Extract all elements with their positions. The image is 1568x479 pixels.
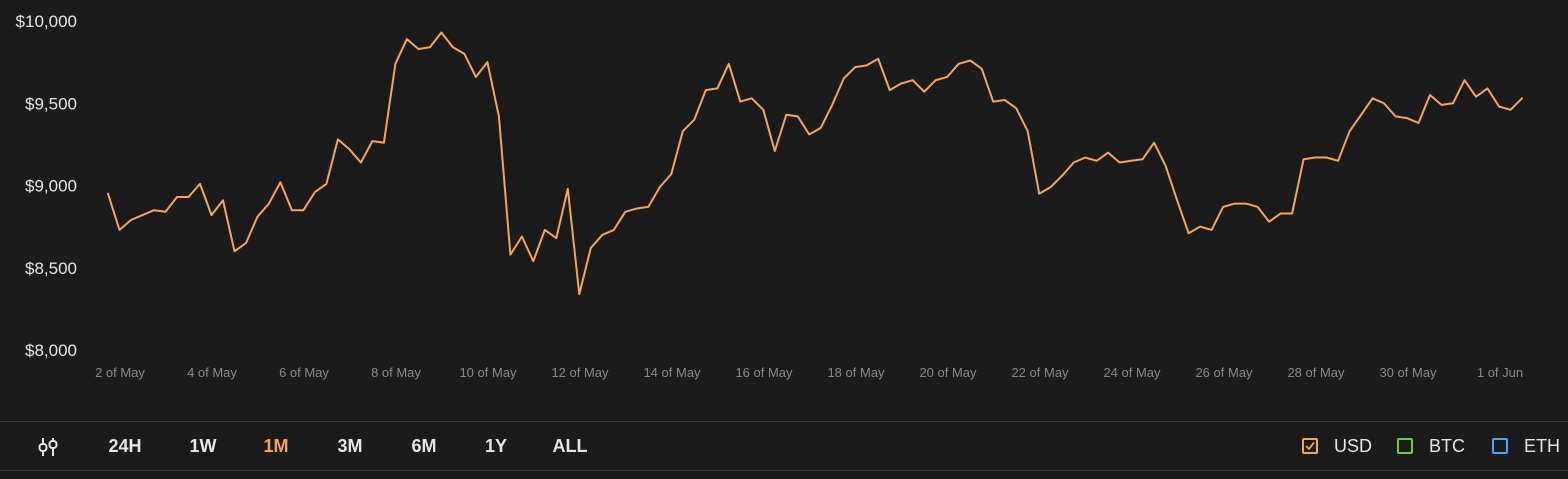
chart-settings-icon[interactable]: [36, 435, 60, 459]
x-tick-label: 1 of Jun: [1477, 365, 1523, 380]
y-tick-label: $9,500: [25, 94, 77, 113]
range-3m-button[interactable]: 3M: [337, 436, 363, 456]
x-tick-label: 8 of May: [371, 365, 421, 380]
currency-toggle-btc[interactable]: BTC: [1397, 422, 1465, 470]
x-tick-label: 18 of May: [827, 365, 885, 380]
x-tick-label: 10 of May: [459, 365, 517, 380]
range-1y-button[interactable]: 1Y: [484, 436, 508, 456]
range-24h-button[interactable]: 24H: [108, 436, 142, 456]
range-all-button[interactable]: ALL: [552, 436, 588, 456]
y-tick-label: $8,000: [25, 341, 77, 360]
x-tick-label: 6 of May: [279, 365, 329, 380]
x-tick-label: 4 of May: [187, 365, 237, 380]
price-chart: $8,000 $8,500 $9,000 $9,500 $10,000 2 of May 4…: [16, 12, 1524, 380]
price-series-line: [107, 31, 1523, 296]
x-tick-label: 16 of May: [735, 365, 793, 380]
range-1w-button[interactable]: 1W: [189, 436, 217, 456]
x-tick-label: 26 of May: [1195, 365, 1253, 380]
x-tick-label: 2 of May: [95, 365, 145, 380]
y-tick-label: $8,500: [25, 259, 77, 278]
x-tick-label: 28 of May: [1287, 365, 1345, 380]
y-tick-label: $10,000: [16, 12, 77, 31]
x-tick-label: 24 of May: [1103, 365, 1161, 380]
btc-label: BTC: [1429, 435, 1465, 456]
check-icon: [1305, 441, 1315, 451]
eth-checkbox[interactable]: [1492, 438, 1508, 454]
x-tick-label: 30 of May: [1379, 365, 1437, 380]
x-tick-label: 20 of May: [919, 365, 977, 380]
chart-toolbar: 24H 1W 1M 3M 6M 1Y ALL USD BTC ETH: [0, 421, 1568, 471]
usd-label: USD: [1334, 435, 1373, 456]
btc-checkbox[interactable]: [1397, 438, 1413, 454]
x-tick-label: 22 of May: [1011, 365, 1069, 380]
x-tick-label: 14 of May: [643, 365, 701, 380]
range-1m-button[interactable]: 1M: [263, 436, 289, 456]
usd-checkbox[interactable]: [1302, 438, 1318, 454]
eth-label: ETH: [1524, 435, 1560, 456]
x-tick-label: 12 of May: [551, 365, 609, 380]
currency-toggle-eth[interactable]: ETH: [1492, 422, 1560, 470]
y-tick-label: $9,000: [25, 177, 77, 196]
currency-toggle-usd[interactable]: USD: [1302, 422, 1372, 470]
range-6m-button[interactable]: 6M: [411, 436, 437, 456]
